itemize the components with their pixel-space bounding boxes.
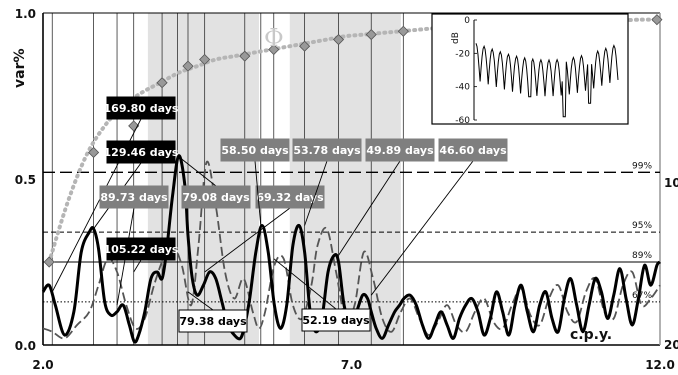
inset-plot: 0 -20 -40 -60 dB xyxy=(431,13,629,126)
period-label-box xyxy=(301,308,371,332)
tick-labels: 2.0 7.0 12.0 0.0 0.5 1.0 10 20 xyxy=(15,7,678,372)
period-label-box xyxy=(106,96,176,120)
right-tick-label: 20 xyxy=(664,338,678,352)
phi-marker xyxy=(128,120,140,132)
significance-label: 99% xyxy=(632,161,652,171)
phi-marker xyxy=(199,53,211,66)
period-label: 79.38 days xyxy=(179,315,247,328)
period-label: 52.19 days xyxy=(302,314,370,327)
phi-marker xyxy=(43,256,55,268)
period-label: 169.80 days xyxy=(104,102,179,115)
significance-label: 89% xyxy=(632,251,652,261)
phi-marker xyxy=(365,29,377,41)
period-label: 46.60 days xyxy=(439,144,507,157)
leader-line xyxy=(133,259,142,273)
period-label-box xyxy=(99,185,169,209)
period-label: 79.08 days xyxy=(182,191,250,204)
period-label-box xyxy=(438,138,508,162)
period-label-box xyxy=(292,138,362,162)
phi-marker xyxy=(397,25,409,37)
y-tick-label: 1.0 xyxy=(15,7,36,21)
vertical-lines xyxy=(51,13,404,345)
leader-line xyxy=(204,207,291,273)
significance-label: 67% xyxy=(632,291,652,301)
period-label-box xyxy=(106,237,176,261)
leader-line xyxy=(187,291,214,311)
leader-line xyxy=(304,160,328,226)
leader-line xyxy=(254,160,262,226)
phi-marker xyxy=(239,50,251,62)
phi-marker xyxy=(651,14,663,26)
inset-y-label: dB xyxy=(451,32,461,44)
period-label-box xyxy=(365,138,435,162)
period-label-box xyxy=(178,309,248,333)
phi-marker xyxy=(156,77,168,89)
phi-marker xyxy=(332,33,345,46)
inset-tick-label: -20 xyxy=(455,49,470,59)
period-label-box xyxy=(181,185,251,209)
leader-line xyxy=(370,160,474,296)
y-tick-label: 0.0 xyxy=(15,339,36,353)
inset-tick-label: -60 xyxy=(455,116,470,126)
period-label-box xyxy=(255,185,325,209)
period-label: 129.46 days xyxy=(104,146,179,159)
x-axis-label: c.p.y. xyxy=(570,327,612,343)
leader-line xyxy=(177,155,217,187)
significance-label: 95% xyxy=(632,221,652,231)
period-label-box xyxy=(106,140,176,164)
period-labels: 169.80 days 129.46 days 105.22 days 89.73 d… xyxy=(51,96,508,333)
period-label: 105.22 days xyxy=(104,243,179,256)
inset-trace xyxy=(475,43,619,118)
period-label: 53.78 days xyxy=(293,144,361,157)
y-axis-label: var% xyxy=(12,48,28,88)
x-tick-label: 2.0 xyxy=(32,358,53,372)
inset-tick-label: 0 xyxy=(464,16,470,26)
period-label: 49.89 days xyxy=(366,144,434,157)
shaded-band xyxy=(147,13,259,345)
phi-marker xyxy=(299,40,311,52)
phi-label: Φ xyxy=(264,24,284,52)
phi-markers xyxy=(43,14,663,268)
leader-line xyxy=(338,160,401,256)
period-label: 58.50 days xyxy=(221,144,289,157)
period-label-box xyxy=(220,138,290,162)
x-tick-label: 12.0 xyxy=(645,358,675,372)
shaded-bands xyxy=(147,13,401,345)
right-tick-label: 10 xyxy=(664,176,678,190)
leader-line xyxy=(273,258,337,310)
period-label: 89.73 days xyxy=(100,191,168,204)
phi-marker xyxy=(268,43,280,56)
leader-line xyxy=(116,207,135,306)
x-tick-label: 7.0 xyxy=(341,358,362,372)
inset-frame xyxy=(431,13,629,125)
phi-marker xyxy=(88,146,100,159)
shaded-band xyxy=(289,13,401,345)
phi-marker xyxy=(182,60,194,72)
y-tick-label: 0.5 xyxy=(15,173,36,187)
inset-tick-label: -40 xyxy=(455,83,470,93)
period-label: 69.32 days xyxy=(256,191,324,204)
